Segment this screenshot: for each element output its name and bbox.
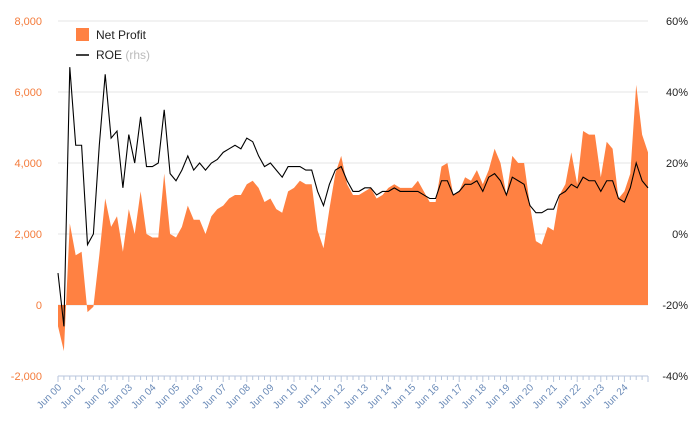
x-tick-label-3: Jun 03: [106, 382, 135, 411]
left-tick-label-0: -2,000: [11, 371, 42, 383]
left-tick-label-5: 8,000: [14, 16, 42, 28]
x-tick-label-24: Jun 24: [602, 382, 631, 411]
x-tick-label-23: Jun 23: [578, 382, 607, 411]
x-tick-label-15: Jun 15: [389, 382, 418, 411]
x-tick-label-14: Jun 14: [366, 382, 395, 411]
roe-line: [57, 67, 649, 327]
x-tick-label-20: Jun 20: [507, 382, 536, 411]
x-tick-label-7: Jun 07: [200, 382, 229, 411]
x-tick-label-4: Jun 04: [130, 382, 159, 411]
right-tick-label-1: -20%: [662, 300, 688, 312]
right-tick-label-3: 20%: [666, 158, 688, 170]
x-tick-label-11: Jun 11: [295, 382, 324, 411]
legend-net-profit-swatch: [76, 28, 89, 41]
right-tick-label-5: 60%: [666, 16, 688, 28]
x-tick-label-13: Jun 13: [342, 382, 371, 411]
net-profit-area: [58, 84, 648, 352]
left-tick-label-3: 4,000: [14, 158, 42, 170]
x-tick-label-18: Jun 18: [460, 382, 489, 411]
x-tick-label-12: Jun 12: [318, 382, 347, 411]
x-tick-label-21: Jun 21: [531, 382, 560, 411]
x-tick-label-6: Jun 06: [177, 382, 206, 411]
x-tick-label-1: Jun 01: [59, 382, 88, 411]
legend-roe-label: ROE (rhs): [96, 48, 150, 62]
legend-net-profit-label: Net Profit: [96, 28, 147, 42]
right-tick-label-4: 40%: [666, 87, 688, 99]
x-tick-label-8: Jun 08: [224, 382, 253, 411]
left-tick-label-4: 6,000: [14, 87, 42, 99]
left-axis-ticks: -2,000 0 2,000 4,000 6,000 8,000: [11, 16, 42, 383]
x-tick-label-22: Jun 22: [554, 382, 583, 411]
x-tick-label-0: Jun 00: [35, 382, 64, 411]
x-tick-label-9: Jun 09: [248, 382, 277, 411]
right-axis-ticks: -40% -20% 0% 20% 40% 60%: [662, 16, 688, 383]
x-tick-label-5: Jun 05: [153, 382, 182, 411]
x-tick-label-2: Jun 02: [82, 382, 111, 411]
legend-roe-name: ROE: [96, 48, 122, 62]
legend-roe-suffix: (rhs): [125, 48, 150, 62]
left-tick-label-1: 0: [36, 300, 42, 312]
x-tick-label-16: Jun 16: [413, 382, 442, 411]
x-tick-label-19: Jun 19: [484, 382, 513, 411]
left-tick-label-2: 2,000: [14, 229, 42, 241]
legend: Net Profit ROE (rhs): [76, 28, 150, 62]
right-tick-label-2: 0%: [672, 229, 688, 241]
x-tick-label-17: Jun 17: [436, 382, 465, 411]
x-tick-label-10: Jun 10: [271, 382, 300, 411]
right-tick-label-0: -40%: [662, 371, 688, 383]
